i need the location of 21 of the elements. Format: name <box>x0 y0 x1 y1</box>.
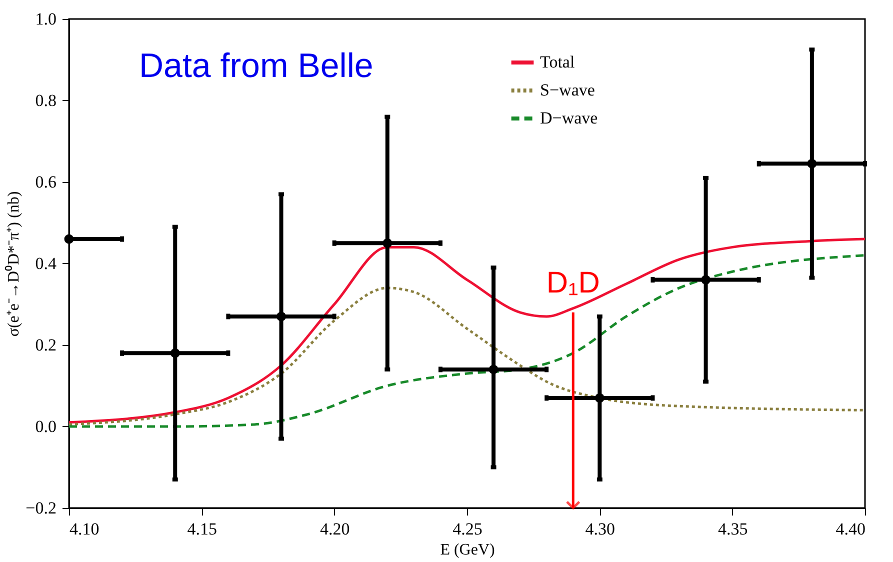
legend-label: S−wave <box>540 80 595 100</box>
legend-label: Total <box>540 52 575 72</box>
x-axis-title: E (GeV) <box>440 542 495 558</box>
annotation: Data from Belle <box>139 47 374 85</box>
x-tick-label: 4.10 <box>70 520 100 538</box>
legend-label: D−wave <box>540 108 598 128</box>
y-tick-label: −0.2 <box>26 498 56 518</box>
y-tick-label: 1.0 <box>35 10 56 28</box>
x-tick-label: 4.20 <box>320 520 350 538</box>
y-tick-label: 0.2 <box>35 336 56 354</box>
y-tick-label: 0.8 <box>35 91 56 110</box>
y-tick-label: 0.4 <box>35 254 57 273</box>
x-tick-label: 4.35 <box>718 520 748 538</box>
y-tick-label: 0.0 <box>35 417 56 436</box>
x-tick-label: 4.15 <box>187 520 218 538</box>
x-tick-label: 4.40 <box>836 520 866 538</box>
x-tick-label: 4.25 <box>452 520 482 538</box>
y-axis-title: σ(e⁺e⁻→D⁰D*⁻π⁺) (nb) <box>4 191 23 337</box>
y-tick-label: 0.6 <box>35 172 56 192</box>
x-tick-label: 4.30 <box>585 520 616 538</box>
annotation: D₁D <box>546 266 600 300</box>
